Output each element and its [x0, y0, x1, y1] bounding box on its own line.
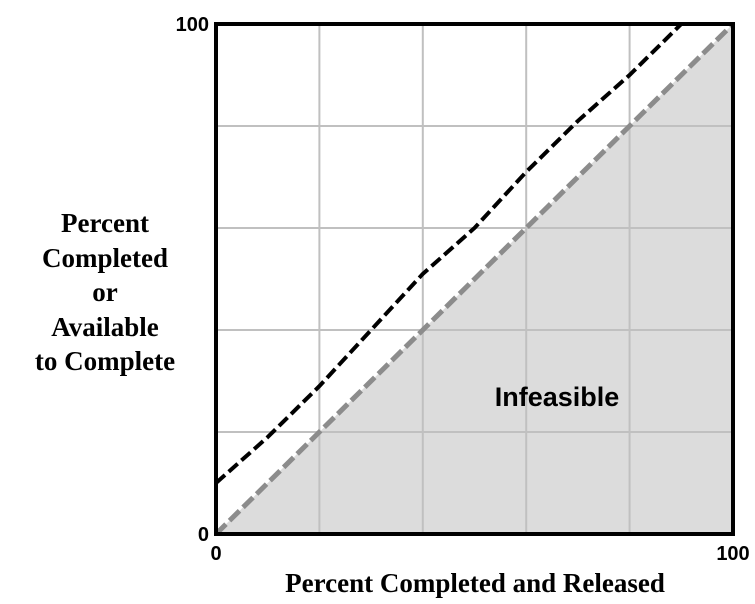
x-tick-label: 0: [210, 543, 221, 565]
y-axis-label: Available: [51, 312, 159, 342]
plot-frame: [214, 22, 735, 536]
y-tick-label: 0: [198, 524, 209, 546]
y-axis-label: Completed: [42, 243, 168, 273]
data-line: [214, 22, 683, 485]
annotation: Infeasible: [495, 382, 620, 412]
y-tick-label: 100: [176, 14, 209, 36]
y-axis-label: or: [92, 277, 118, 307]
y-axis-label: Percent: [61, 208, 149, 238]
x-axis-label: Percent Completed and Released: [285, 568, 665, 598]
data-line: [214, 22, 735, 536]
x-tick-label: 100: [716, 543, 749, 565]
y-axis-label: to Complete: [35, 346, 175, 376]
